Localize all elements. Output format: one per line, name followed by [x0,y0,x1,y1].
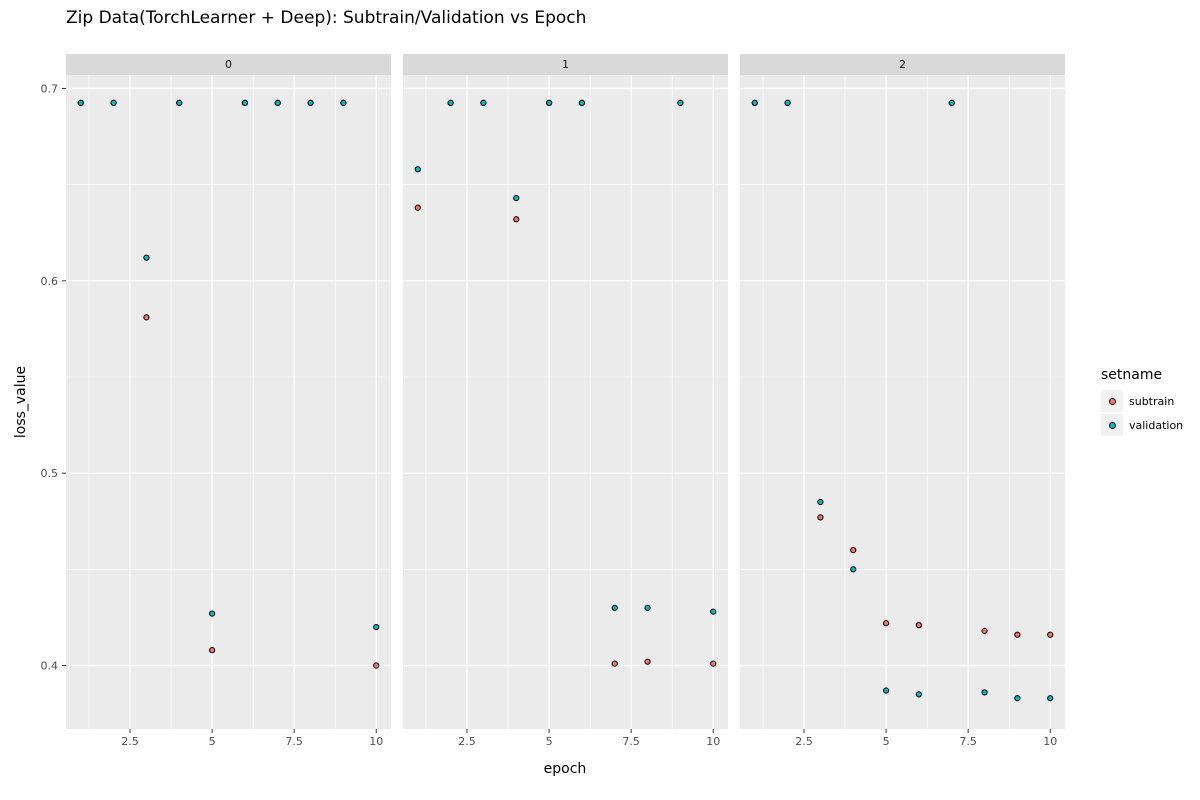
point-validation [710,608,717,615]
legend-label-subtrain: subtrain [1129,394,1175,408]
point-validation [882,687,890,694]
point-subtrain [817,514,824,521]
legend-item-subtrain: subtrain [1101,389,1183,413]
point-validation [817,498,824,506]
facet-label-0: 0 [225,58,232,71]
point-subtrain [373,662,380,669]
facet-label-1: 1 [562,58,569,71]
y-axis-title: loss_value [13,366,29,438]
y-tick-label: 0.6 [41,275,59,288]
point-validation [948,99,955,106]
point-validation [677,99,684,106]
point-validation [1014,695,1021,702]
y-tick-label: 0.7 [41,82,59,95]
point-validation [208,610,216,617]
point-subtrain [644,658,651,665]
point-subtrain [1014,631,1021,638]
point-validation [373,623,380,631]
point-subtrain [611,660,618,667]
point-validation [143,254,150,261]
legend-title: setname [1101,367,1163,383]
point-validation [1047,695,1054,702]
panel-background-1 [403,75,728,729]
legend: setname subtrain validation [1101,367,1183,437]
point-validation [784,99,791,106]
point-subtrain [915,622,923,629]
point-validation [480,99,487,106]
point-subtrain [513,216,520,223]
panel-background-0 [66,75,391,729]
point-validation [77,99,84,106]
point-subtrain [882,620,890,627]
x-tick-label: 2.5 [121,735,139,748]
y-tick-label: 0.5 [41,467,59,480]
point-subtrain [414,204,421,211]
point-subtrain [208,647,216,654]
point-validation [110,99,117,106]
point-validation [414,166,421,173]
point-validation [981,689,988,696]
point-subtrain [981,627,988,635]
point-subtrain [143,314,150,321]
point-validation [644,604,651,611]
point-subtrain [850,547,857,554]
x-tick-label: 5 [883,735,890,748]
legend-key-subtrain [1101,390,1123,412]
point-validation [611,604,618,611]
point-validation [513,195,520,202]
x-axis-title: epoch [544,761,587,777]
point-validation [340,99,347,106]
point-validation [915,691,923,698]
panel-background-2 [740,75,1065,729]
point-validation [241,99,249,106]
x-tick-label: 2.5 [795,735,813,748]
x-tick-label: 10 [1043,735,1057,748]
legend-dot-validation [1109,422,1116,429]
x-tick-label: 10 [706,735,720,748]
chart-title: Zip Data(TorchLearner + Deep): Subtrain/… [66,8,587,28]
facet-strip-0 [66,54,391,75]
facet-strip-1 [403,54,728,75]
point-subtrain [1047,631,1054,638]
point-validation [274,99,281,106]
x-tick-label: 5 [546,735,553,748]
legend-label-validation: validation [1129,418,1184,432]
legend-item-validation: validation [1101,413,1183,437]
x-tick-label: 7.5 [959,735,977,748]
point-validation [307,99,314,106]
point-validation [578,99,586,106]
point-validation [545,99,553,106]
x-tick-label: 7.5 [622,735,640,748]
point-validation [850,566,857,573]
point-validation [447,99,454,106]
x-tick-label: 2.5 [458,735,476,748]
point-validation [751,99,758,106]
y-tick-label: 0.4 [41,660,59,673]
point-validation [176,99,183,106]
x-tick-label: 10 [369,735,383,748]
x-tick-label: 5 [209,735,216,748]
x-tick-label: 7.5 [285,735,303,748]
legend-key-validation [1101,414,1123,436]
legend-dot-subtrain [1109,398,1116,405]
facet-strip-2 [740,54,1065,75]
point-subtrain [710,660,717,667]
facet-label-2: 2 [899,58,906,71]
